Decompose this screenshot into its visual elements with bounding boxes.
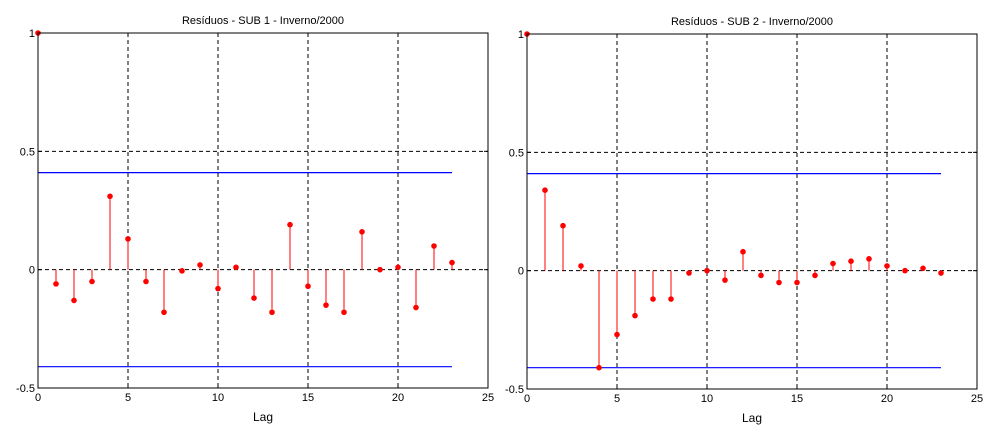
chart-title: Resíduos - SUB 2 - Inverno/2000 <box>671 16 833 28</box>
x-tick-label: 0 <box>524 393 530 405</box>
stem-marker <box>848 258 854 265</box>
x-tick-label: 15 <box>791 393 803 405</box>
stem-marker <box>161 309 167 316</box>
x-tick-label: 25 <box>482 392 494 404</box>
stem-marker <box>359 229 365 235</box>
stem-marker <box>269 309 275 316</box>
y-tick-label: 0.5 <box>509 147 524 159</box>
stem-marker <box>215 285 221 292</box>
stem-marker <box>578 263 584 269</box>
plot-frame <box>526 33 978 390</box>
stem-marker <box>143 278 149 285</box>
stem-marker <box>884 263 890 269</box>
stem-marker <box>794 279 800 286</box>
stem-marker <box>449 259 455 266</box>
stem-marker <box>542 187 548 193</box>
stem-marker <box>866 256 872 262</box>
stem-marker <box>233 264 239 271</box>
stem-marker <box>197 262 203 268</box>
stem-marker <box>650 296 656 302</box>
x-axis-label: Lag <box>253 410 273 424</box>
x-tick-label: 25 <box>971 393 983 405</box>
x-tick-label: 10 <box>701 393 713 405</box>
stem-marker <box>287 221 293 228</box>
x-tick-label: 5 <box>125 392 131 404</box>
stem-marker <box>107 193 113 200</box>
stem-marker <box>596 364 602 371</box>
plot-frame <box>37 32 489 389</box>
x-axis-label: Lag <box>742 411 762 425</box>
stem-marker <box>71 297 77 304</box>
stem-marker <box>632 312 638 319</box>
stem-marker <box>758 272 764 279</box>
y-tick-label: 0.5 <box>20 146 35 158</box>
stem-marker <box>323 302 329 308</box>
stem-marker <box>179 268 185 274</box>
stem-marker <box>431 243 437 249</box>
stem-marker <box>920 265 926 272</box>
stem-marker <box>776 279 782 286</box>
x-tick-label: 10 <box>212 392 224 404</box>
y-tick-label: 1 <box>518 29 524 41</box>
stem-marker <box>125 236 131 242</box>
stem-marker <box>830 260 836 267</box>
chart-title: Resíduos - SUB 1 - Inverno/2000 <box>182 15 344 27</box>
stem-marker <box>377 266 383 273</box>
stem-marker <box>395 264 401 271</box>
stem-marker <box>686 270 692 276</box>
stem-marker <box>812 272 818 279</box>
y-tick-label: -0.5 <box>16 383 35 395</box>
stem-marker <box>560 222 566 229</box>
stem-marker <box>413 304 419 311</box>
y-tick-label: 0 <box>518 266 524 278</box>
stem-marker <box>938 270 944 276</box>
stem-marker <box>341 309 347 316</box>
stem-marker <box>614 331 620 338</box>
x-tick-label: 5 <box>614 393 620 405</box>
stem-marker <box>305 283 311 290</box>
x-tick-label: 20 <box>392 392 404 404</box>
stem-marker <box>902 267 908 274</box>
x-tick-label: 0 <box>35 392 41 404</box>
x-tick-label: 15 <box>302 392 314 404</box>
stem-marker <box>704 267 710 274</box>
y-tick-label: 1 <box>29 28 35 40</box>
stem-marker <box>722 277 728 283</box>
y-tick-label: -0.5 <box>505 384 524 396</box>
stem-marker <box>740 248 746 255</box>
stem-marker <box>668 296 674 302</box>
y-tick-label: 0 <box>29 265 35 277</box>
stem-marker <box>53 281 59 287</box>
stem-marker <box>89 278 95 285</box>
stem-marker <box>251 295 257 301</box>
x-tick-label: 20 <box>881 393 893 405</box>
